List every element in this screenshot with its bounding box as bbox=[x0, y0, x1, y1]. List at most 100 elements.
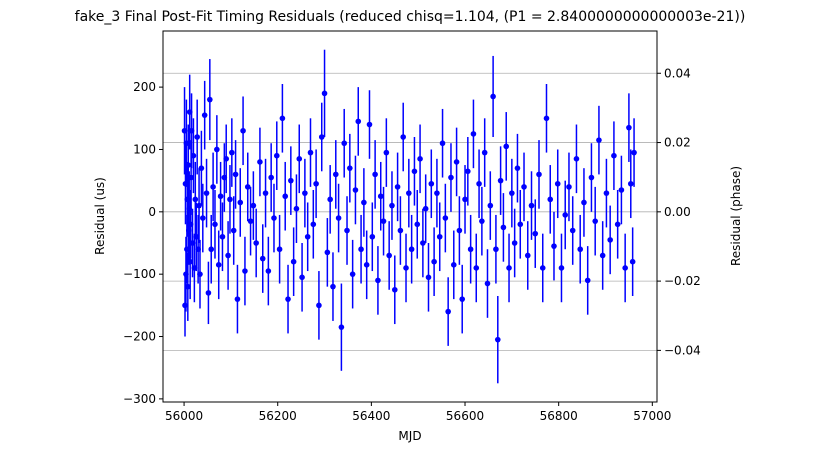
data-point-109 bbox=[414, 221, 421, 228]
right-y-tick-label-2: 0.00 bbox=[664, 205, 691, 219]
data-point-13 bbox=[187, 221, 194, 228]
data-point-174 bbox=[622, 265, 628, 271]
data-point-33 bbox=[212, 221, 218, 228]
data-point-148 bbox=[524, 252, 531, 259]
data-point-47 bbox=[240, 127, 246, 134]
data-point-106 bbox=[406, 190, 412, 196]
data-point-102 bbox=[394, 184, 401, 190]
right-y-tick-label-4: 0.04 bbox=[664, 66, 691, 80]
data-point-155 bbox=[551, 243, 557, 249]
data-point-139 bbox=[497, 177, 504, 184]
data-point-40 bbox=[225, 252, 231, 259]
data-point-144 bbox=[511, 240, 518, 246]
data-point-100 bbox=[389, 202, 395, 209]
data-point-147 bbox=[521, 184, 527, 190]
data-point-1 bbox=[182, 302, 188, 309]
data-point-93 bbox=[369, 233, 376, 240]
data-point-154 bbox=[547, 196, 554, 203]
right-y-axis-label: Residual (phase) bbox=[729, 166, 743, 266]
data-points bbox=[181, 90, 637, 343]
data-point-169 bbox=[603, 190, 610, 196]
data-point-91 bbox=[363, 262, 370, 268]
data-point-30 bbox=[207, 96, 213, 103]
data-point-97 bbox=[380, 218, 387, 224]
data-point-70 bbox=[304, 233, 311, 240]
data-point-10 bbox=[186, 205, 193, 212]
data-point-20 bbox=[193, 233, 200, 240]
right-y-tick-label-1: −0.02 bbox=[664, 274, 701, 288]
data-point-12 bbox=[187, 258, 193, 265]
data-point-116 bbox=[434, 190, 440, 196]
data-point-117 bbox=[436, 233, 443, 240]
data-point-67 bbox=[296, 156, 303, 162]
data-point-114 bbox=[428, 180, 435, 187]
data-point-138 bbox=[494, 336, 501, 343]
data-point-104 bbox=[400, 134, 407, 140]
data-point-24 bbox=[197, 271, 203, 277]
data-point-5 bbox=[184, 246, 190, 253]
data-point-173 bbox=[618, 187, 625, 193]
data-point-162 bbox=[577, 246, 584, 253]
y-axis-label: Residual (us) bbox=[93, 177, 107, 255]
data-point-177 bbox=[629, 258, 636, 265]
data-point-26 bbox=[200, 215, 206, 221]
data-point-145 bbox=[514, 165, 521, 171]
data-point-4 bbox=[183, 140, 190, 147]
data-point-62 bbox=[282, 193, 289, 200]
data-point-137 bbox=[493, 246, 499, 253]
data-point-60 bbox=[276, 246, 283, 253]
data-point-92 bbox=[366, 121, 373, 128]
x-tick-label-4: 56800 bbox=[540, 409, 578, 423]
data-point-29 bbox=[205, 290, 212, 296]
data-point-17 bbox=[190, 152, 197, 159]
data-point-15 bbox=[188, 127, 195, 134]
data-point-171 bbox=[611, 152, 617, 159]
x-tick-label-3: 56600 bbox=[446, 409, 484, 423]
data-point-118 bbox=[439, 140, 446, 147]
data-point-71 bbox=[307, 149, 314, 156]
data-point-23 bbox=[196, 202, 202, 209]
data-point-96 bbox=[377, 193, 384, 200]
y-tick-label-1: −200 bbox=[123, 330, 156, 344]
right-y-axis-ticks: −0.04 −0.02 0.00 0.02 0.04 bbox=[657, 66, 701, 357]
y-tick-label-0: −300 bbox=[123, 392, 156, 406]
data-point-27 bbox=[201, 112, 208, 118]
data-point-95 bbox=[375, 277, 381, 284]
data-point-150 bbox=[532, 230, 539, 237]
data-point-99 bbox=[386, 252, 392, 259]
data-point-3 bbox=[183, 271, 189, 277]
data-point-167 bbox=[596, 137, 602, 143]
data-point-151 bbox=[536, 171, 542, 178]
data-point-72 bbox=[310, 221, 317, 228]
data-point-132 bbox=[479, 218, 485, 224]
data-point-120 bbox=[445, 308, 451, 315]
y-tick-label-2: −100 bbox=[123, 267, 156, 281]
data-point-103 bbox=[397, 227, 404, 234]
data-point-153 bbox=[543, 115, 550, 122]
data-point-51 bbox=[250, 202, 257, 209]
data-point-112 bbox=[422, 205, 429, 212]
data-point-157 bbox=[558, 265, 565, 271]
data-point-55 bbox=[262, 190, 269, 196]
data-point-38 bbox=[221, 174, 228, 181]
x-tick-label-0: 56000 bbox=[165, 409, 203, 423]
data-point-56 bbox=[265, 268, 272, 274]
data-point-22 bbox=[195, 246, 201, 253]
data-point-48 bbox=[242, 268, 248, 274]
data-point-140 bbox=[500, 224, 507, 231]
data-point-168 bbox=[599, 252, 606, 259]
data-point-125 bbox=[459, 296, 466, 302]
data-point-149 bbox=[528, 202, 535, 209]
data-point-111 bbox=[420, 240, 426, 246]
data-point-135 bbox=[487, 202, 494, 209]
data-point-63 bbox=[285, 296, 291, 302]
data-point-49 bbox=[244, 184, 251, 190]
data-point-81 bbox=[335, 215, 342, 221]
data-point-46 bbox=[237, 199, 244, 206]
data-point-53 bbox=[257, 159, 263, 165]
data-point-9 bbox=[185, 227, 192, 234]
data-point-44 bbox=[232, 171, 239, 178]
data-point-160 bbox=[569, 227, 576, 234]
data-point-41 bbox=[227, 196, 233, 203]
